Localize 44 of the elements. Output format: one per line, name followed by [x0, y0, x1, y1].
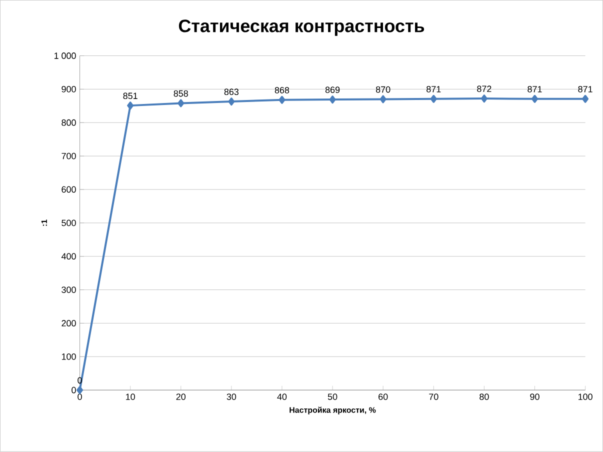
x-tick-label: 20 — [176, 394, 186, 400]
point — [480, 94, 488, 103]
data-label: 871 — [528, 86, 542, 92]
data-label: 858 — [174, 90, 188, 97]
data-label: 851 — [123, 92, 138, 100]
x-tick-label: 100 — [578, 394, 592, 400]
y-tick-label: 0 — [72, 386, 76, 394]
y-tick-label: 400 — [61, 253, 76, 260]
point — [178, 99, 184, 108]
x-tick-label: 50 — [328, 394, 338, 400]
y-tick-label: 600 — [62, 186, 76, 193]
data-label: 872 — [477, 86, 492, 92]
point — [228, 98, 235, 106]
y-tick-label: 900 — [62, 86, 76, 92]
data-label: 868 — [274, 87, 290, 94]
x-tick-label: 40 — [277, 394, 287, 400]
y-tick-label: 800 — [62, 120, 76, 126]
data-label: 869 — [325, 86, 340, 94]
point — [582, 94, 589, 103]
point — [532, 94, 538, 103]
point — [430, 94, 437, 103]
point — [76, 386, 84, 394]
chart-title: Статическая контрастность — [178, 20, 424, 36]
x-tick-label: 60 — [378, 394, 388, 400]
y-tick-label: 200 — [62, 320, 76, 326]
x-tick-label: 10 — [126, 394, 135, 400]
y-tick-label: 700 — [62, 152, 76, 160]
point — [127, 102, 134, 110]
point — [380, 95, 386, 104]
x-tick-label: 90 — [530, 394, 540, 400]
y-tick-label: 300 — [62, 286, 76, 294]
x-tick-label: 0 — [78, 394, 82, 400]
x-tick-label: 80 — [480, 394, 489, 400]
data-label: 863 — [224, 88, 239, 96]
y-tick-label: 500 — [62, 220, 76, 226]
y-tick-label: 100 — [62, 354, 76, 360]
y-tick-label: 1 000 — [54, 52, 76, 60]
x-tick-label: 30 — [226, 394, 236, 400]
point — [278, 96, 286, 104]
point — [329, 96, 336, 104]
data-label: 871 — [578, 86, 592, 92]
data-label: 871 — [426, 86, 441, 92]
x-tick-label: 70 — [429, 394, 438, 400]
data-label: 870 — [376, 86, 390, 93]
